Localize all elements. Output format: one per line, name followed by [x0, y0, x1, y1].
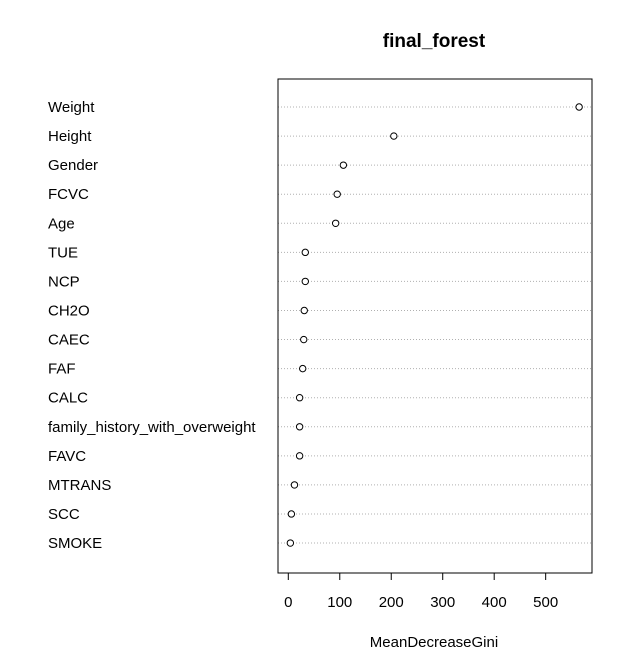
- x-tick-label: 200: [379, 594, 404, 611]
- variable-label: Gender: [48, 157, 98, 174]
- x-tick-label: 500: [533, 594, 558, 611]
- data-point: [300, 306, 308, 315]
- data-point: [333, 190, 341, 198]
- data-point: [295, 394, 304, 402]
- x-tick-label: 0: [284, 594, 292, 611]
- data-point: [287, 510, 296, 518]
- x-axis-label: MeanDecreaseGini: [370, 634, 498, 651]
- data-point: [339, 161, 348, 169]
- data-point: [295, 452, 304, 460]
- variable-label: FCVC: [48, 186, 89, 203]
- data-point: [295, 423, 304, 431]
- x-tick-label: 300: [430, 594, 455, 611]
- variable-label: Weight: [48, 99, 95, 116]
- grid-lines: [278, 106, 592, 544]
- variable-labels: Weight Height Gender FCVC Age TUE NCP CH2O CAEC F…: [48, 99, 256, 552]
- data-point: [575, 103, 583, 111]
- variable-label: Age: [48, 215, 75, 232]
- x-axis: 0 100 200 300 400 500: [284, 572, 558, 611]
- data-point: [290, 481, 299, 489]
- data-point: [301, 248, 309, 257]
- data-point: [301, 277, 309, 286]
- data-point: [390, 132, 398, 140]
- variable-label: TUE: [48, 244, 78, 261]
- variable-label: SMOKE: [48, 535, 102, 552]
- variable-label: FAVC: [48, 448, 86, 465]
- variable-label: CH2O: [48, 302, 90, 319]
- variable-label: MTRANS: [48, 477, 111, 494]
- x-tick-label: 100: [327, 594, 352, 611]
- data-points: [286, 103, 583, 547]
- variable-label: family_history_with_overweight: [48, 419, 256, 436]
- variable-label: NCP: [48, 273, 80, 290]
- variable-label: FAF: [48, 361, 76, 378]
- chart-title: final_forest: [383, 31, 486, 52]
- variable-label: CALC: [48, 390, 88, 407]
- data-point: [286, 539, 295, 547]
- data-point: [331, 219, 340, 227]
- plot-frame: [277, 78, 593, 574]
- data-point: [299, 364, 307, 373]
- x-tick-label: 400: [482, 594, 507, 611]
- variable-label: SCC: [48, 506, 80, 523]
- variable-label: Height: [48, 128, 92, 145]
- variable-label: CAEC: [48, 332, 90, 349]
- data-point: [300, 335, 308, 344]
